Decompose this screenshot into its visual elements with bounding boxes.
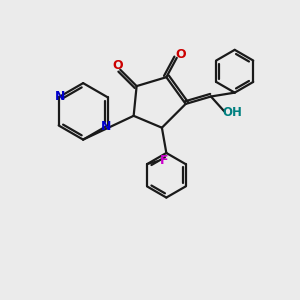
Text: N: N (101, 120, 111, 133)
Text: F: F (160, 154, 168, 167)
Text: O: O (175, 48, 186, 61)
Text: N: N (55, 90, 65, 103)
Text: O: O (112, 59, 123, 72)
Text: OH: OH (223, 106, 243, 119)
